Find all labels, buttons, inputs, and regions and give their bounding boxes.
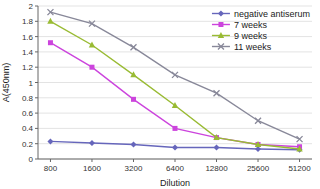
point bbox=[255, 118, 261, 124]
point bbox=[213, 134, 219, 140]
y-tick-label: 1.6 bbox=[22, 33, 34, 42]
y-tick-label: 2 bbox=[29, 2, 34, 11]
line bbox=[50, 43, 299, 147]
y-tick-label: 0 bbox=[29, 155, 34, 164]
legend-marker bbox=[218, 44, 224, 50]
point bbox=[214, 90, 220, 96]
y-tick-label: 0.6 bbox=[22, 109, 34, 118]
y-tick-label: 1.2 bbox=[22, 63, 34, 72]
y-tick-label: 0.2 bbox=[22, 140, 34, 149]
y-tick-label: 0.8 bbox=[22, 94, 34, 103]
y-tick-label: 1.8 bbox=[22, 17, 34, 26]
point bbox=[89, 42, 95, 48]
grid-line bbox=[38, 143, 312, 144]
grid-line bbox=[38, 159, 312, 160]
point bbox=[130, 141, 136, 147]
point bbox=[255, 141, 261, 147]
legend-label: 9 weeks bbox=[234, 31, 268, 41]
point bbox=[296, 146, 302, 152]
x-axis-label: Dilution bbox=[160, 178, 190, 188]
x-tick-label: 800 bbox=[44, 164, 58, 173]
series bbox=[48, 40, 302, 149]
point bbox=[89, 140, 95, 146]
y-tick-label: 1.4 bbox=[22, 48, 34, 57]
grid-line bbox=[38, 51, 312, 52]
point bbox=[89, 21, 95, 27]
point bbox=[47, 138, 53, 144]
x-tick-label: 1600 bbox=[83, 164, 101, 173]
point bbox=[47, 18, 53, 24]
series bbox=[47, 18, 302, 152]
legend-marker bbox=[218, 11, 224, 17]
point bbox=[172, 102, 178, 108]
point bbox=[173, 126, 178, 131]
legend-label: 11 weeks bbox=[234, 42, 272, 52]
legend-marker bbox=[218, 32, 224, 38]
grid-line bbox=[38, 82, 312, 83]
grid-line bbox=[38, 113, 312, 114]
point bbox=[297, 136, 303, 142]
point bbox=[89, 65, 94, 70]
chart: 0 0.2 0.4 0.6 0.8 1 1.2 1.4 1.6 1.8 2 800 1600 3200 64… bbox=[0, 0, 320, 189]
legend-label: 7 weeks bbox=[234, 20, 268, 30]
point bbox=[130, 71, 136, 77]
legend-label: negative antiserum bbox=[234, 9, 310, 19]
y-tick-label: 0.4 bbox=[22, 124, 34, 133]
grid-line bbox=[38, 67, 312, 68]
y-axis-line bbox=[38, 6, 39, 159]
x-axis-line bbox=[38, 159, 312, 160]
x-tick-label: 6400 bbox=[166, 164, 184, 173]
x-tick-label: 51200 bbox=[288, 164, 311, 173]
line bbox=[50, 12, 299, 139]
grid-line bbox=[38, 6, 312, 7]
series bbox=[47, 9, 302, 142]
line bbox=[50, 21, 299, 149]
x-tick-label: 3200 bbox=[125, 164, 143, 173]
point bbox=[172, 145, 178, 151]
point bbox=[214, 145, 220, 151]
point bbox=[47, 9, 53, 15]
grid-line bbox=[38, 21, 312, 22]
y-tick-label: 1 bbox=[29, 79, 34, 88]
x-tick-label: 12800 bbox=[205, 164, 228, 173]
point bbox=[131, 97, 136, 102]
y-axis-label: A(450nm) bbox=[1, 63, 11, 103]
legend-marker bbox=[218, 22, 223, 27]
x-tick-label: 25600 bbox=[247, 164, 270, 173]
point bbox=[130, 44, 136, 50]
axes: 0 0.2 0.4 0.6 0.8 1 1.2 1.4 1.6 1.8 2 800 1600 3200 64… bbox=[22, 2, 312, 173]
legend: negative antiserum7 weeks9 weeks11 weeks bbox=[212, 9, 310, 52]
point bbox=[256, 142, 261, 147]
plot-area bbox=[47, 9, 302, 153]
point bbox=[48, 40, 53, 45]
grid-line bbox=[38, 97, 312, 98]
point bbox=[172, 72, 178, 78]
